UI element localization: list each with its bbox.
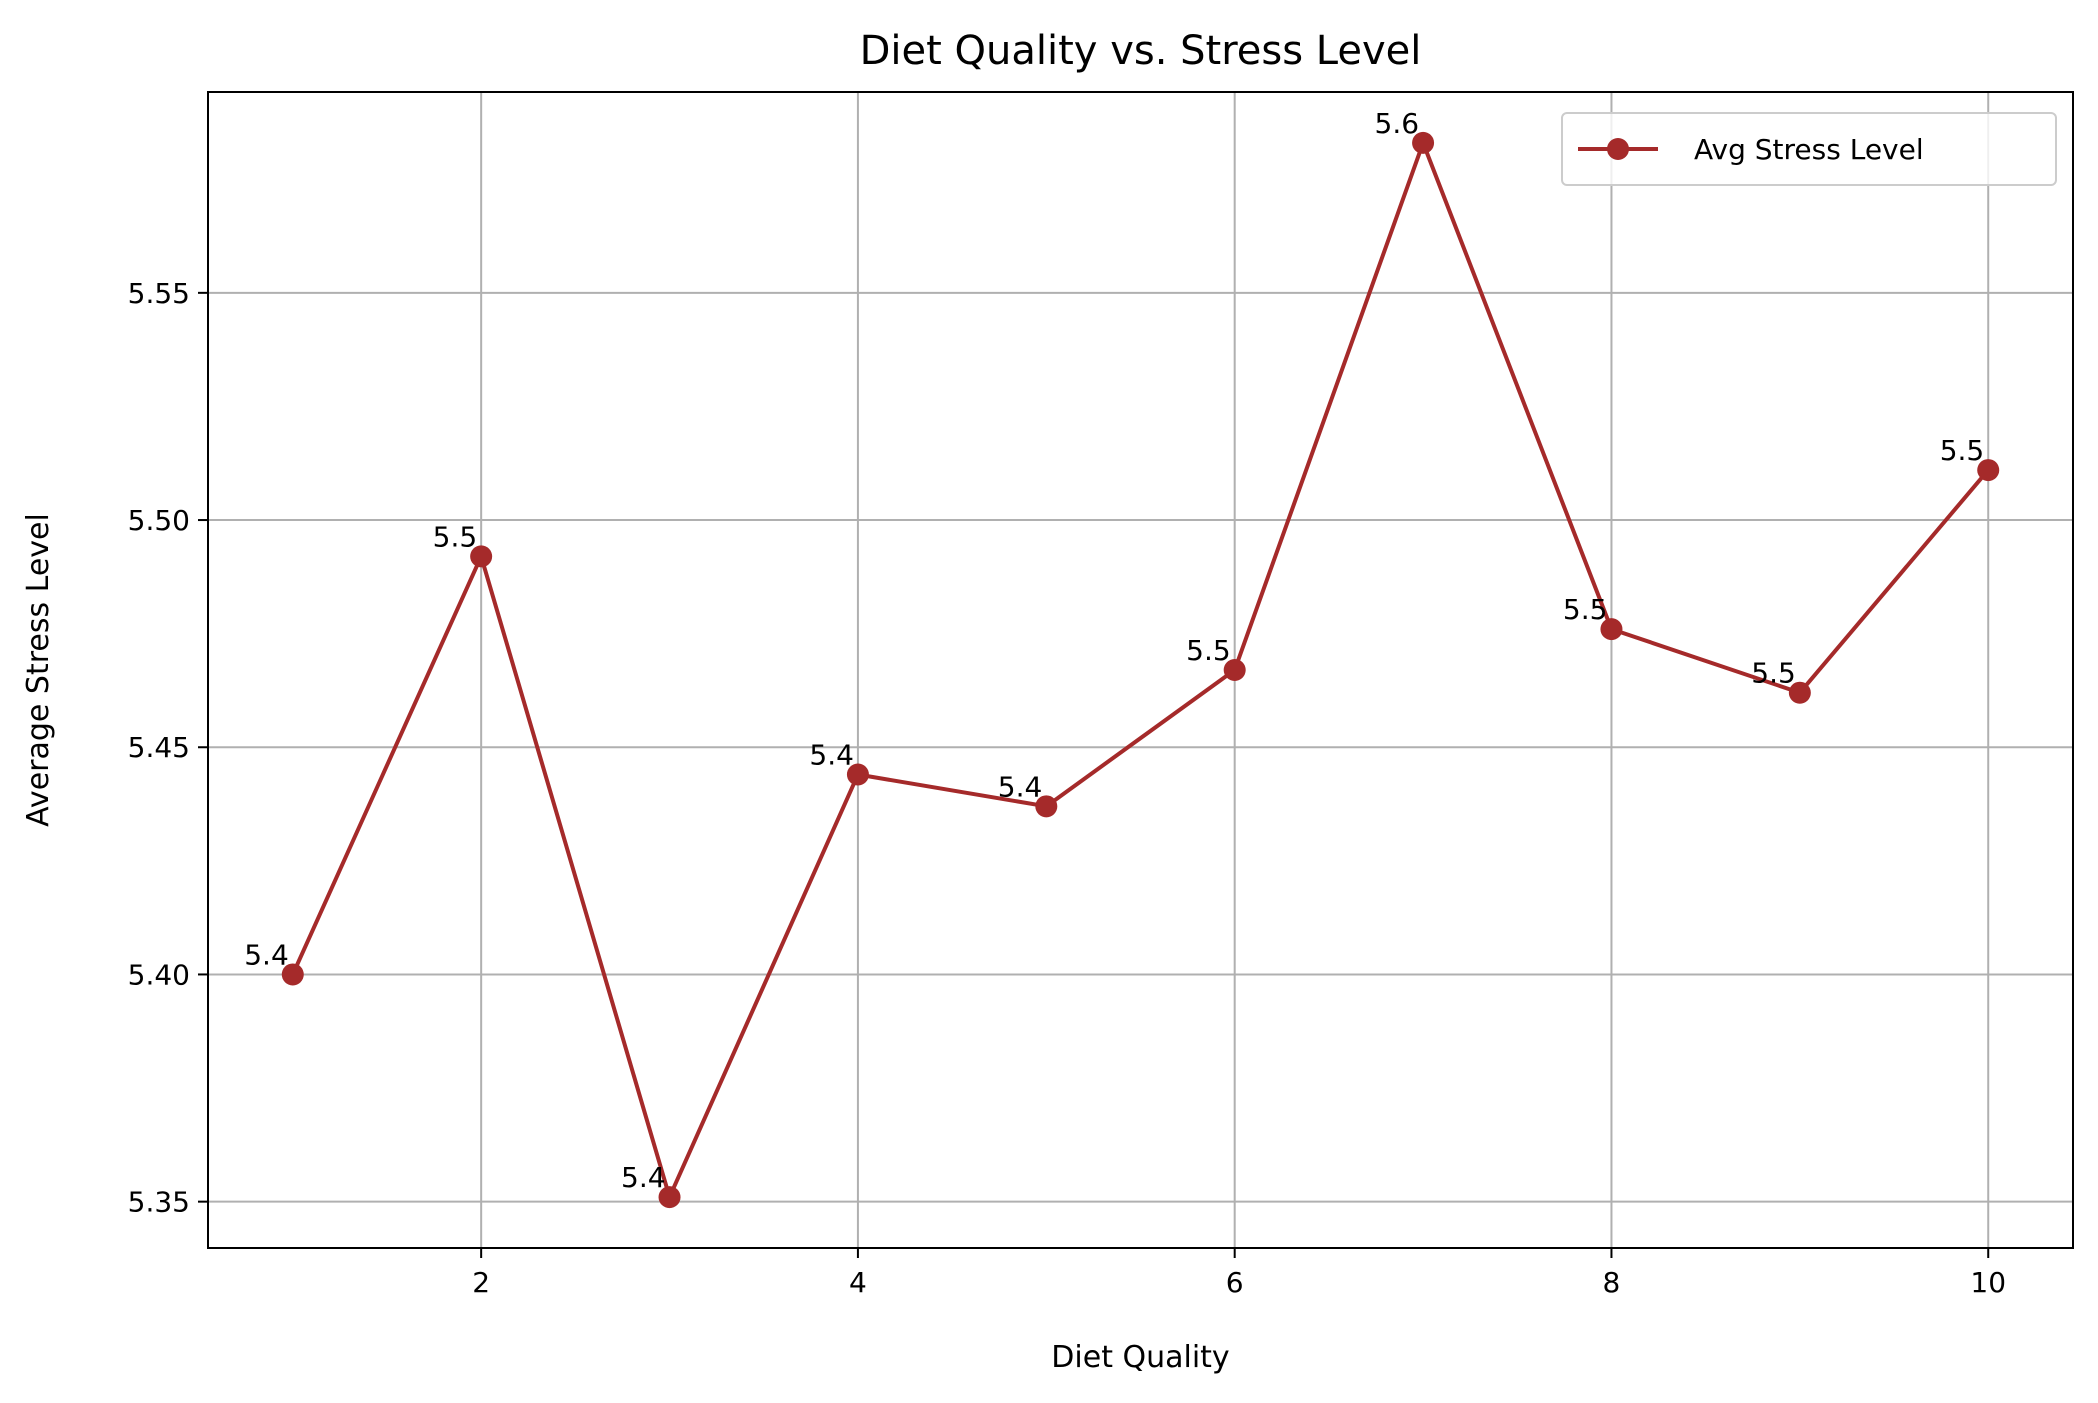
x-tick-label: 8 xyxy=(1603,1266,1621,1299)
data-point xyxy=(281,963,304,986)
y-tick-label: 5.50 xyxy=(128,504,190,537)
data-point xyxy=(846,763,869,786)
data-label: 5.5 xyxy=(1186,634,1231,667)
data-label: 5.4 xyxy=(244,938,289,971)
x-tick-label: 4 xyxy=(849,1266,867,1299)
data-label: 5.5 xyxy=(1940,434,1985,467)
data-point xyxy=(1035,795,1058,818)
data-point xyxy=(658,1186,681,1209)
data-label: 5.4 xyxy=(998,770,1043,803)
y-tick-label: 5.45 xyxy=(128,731,190,764)
data-point xyxy=(1977,459,2000,482)
x-tick-label: 10 xyxy=(1970,1266,2006,1299)
legend-marker-swatch xyxy=(1607,138,1629,160)
legend-box xyxy=(1561,112,2057,186)
data-point xyxy=(1788,681,1811,704)
legend: Avg Stress Level xyxy=(1561,112,2057,186)
legend-entry-label: Avg Stress Level xyxy=(1694,133,1924,166)
ticks: 2 4 6 8 10 5.35 5.40 5.45 5.50 5.55 xyxy=(128,277,2006,1299)
series-line xyxy=(290,140,1990,1200)
x-tick-label: 6 xyxy=(1226,1266,1244,1299)
data-label: 5.5 xyxy=(1563,593,1608,626)
data-label: 5.6 xyxy=(1375,107,1420,140)
grid xyxy=(208,92,2073,1248)
data-point xyxy=(1600,618,1623,641)
data-label: 5.5 xyxy=(433,520,478,553)
data-labels: 5.4 5.5 5.4 5.4 5.4 5.5 5.6 5.5 5.5 5.5 xyxy=(244,107,1984,1194)
y-tick-label: 5.40 xyxy=(128,958,190,991)
data-point xyxy=(1223,659,1246,681)
data-point xyxy=(1412,131,1435,154)
y-axis-label: Average Stress Level xyxy=(21,513,56,827)
y-tick-label: 5.55 xyxy=(128,277,190,310)
x-tick-label: 2 xyxy=(472,1266,490,1299)
data-point xyxy=(470,545,493,568)
chart-title: Diet Quality vs. Stress Level xyxy=(860,28,1422,74)
y-tick-label: 5.35 xyxy=(128,1186,190,1219)
series-layer xyxy=(281,131,2000,1209)
data-label: 5.4 xyxy=(809,739,854,772)
plot-frame xyxy=(207,91,2074,1249)
x-axis-label: Diet Quality xyxy=(1051,1340,1229,1375)
data-label: 5.5 xyxy=(1751,657,1796,690)
data-label: 5.4 xyxy=(621,1161,666,1194)
